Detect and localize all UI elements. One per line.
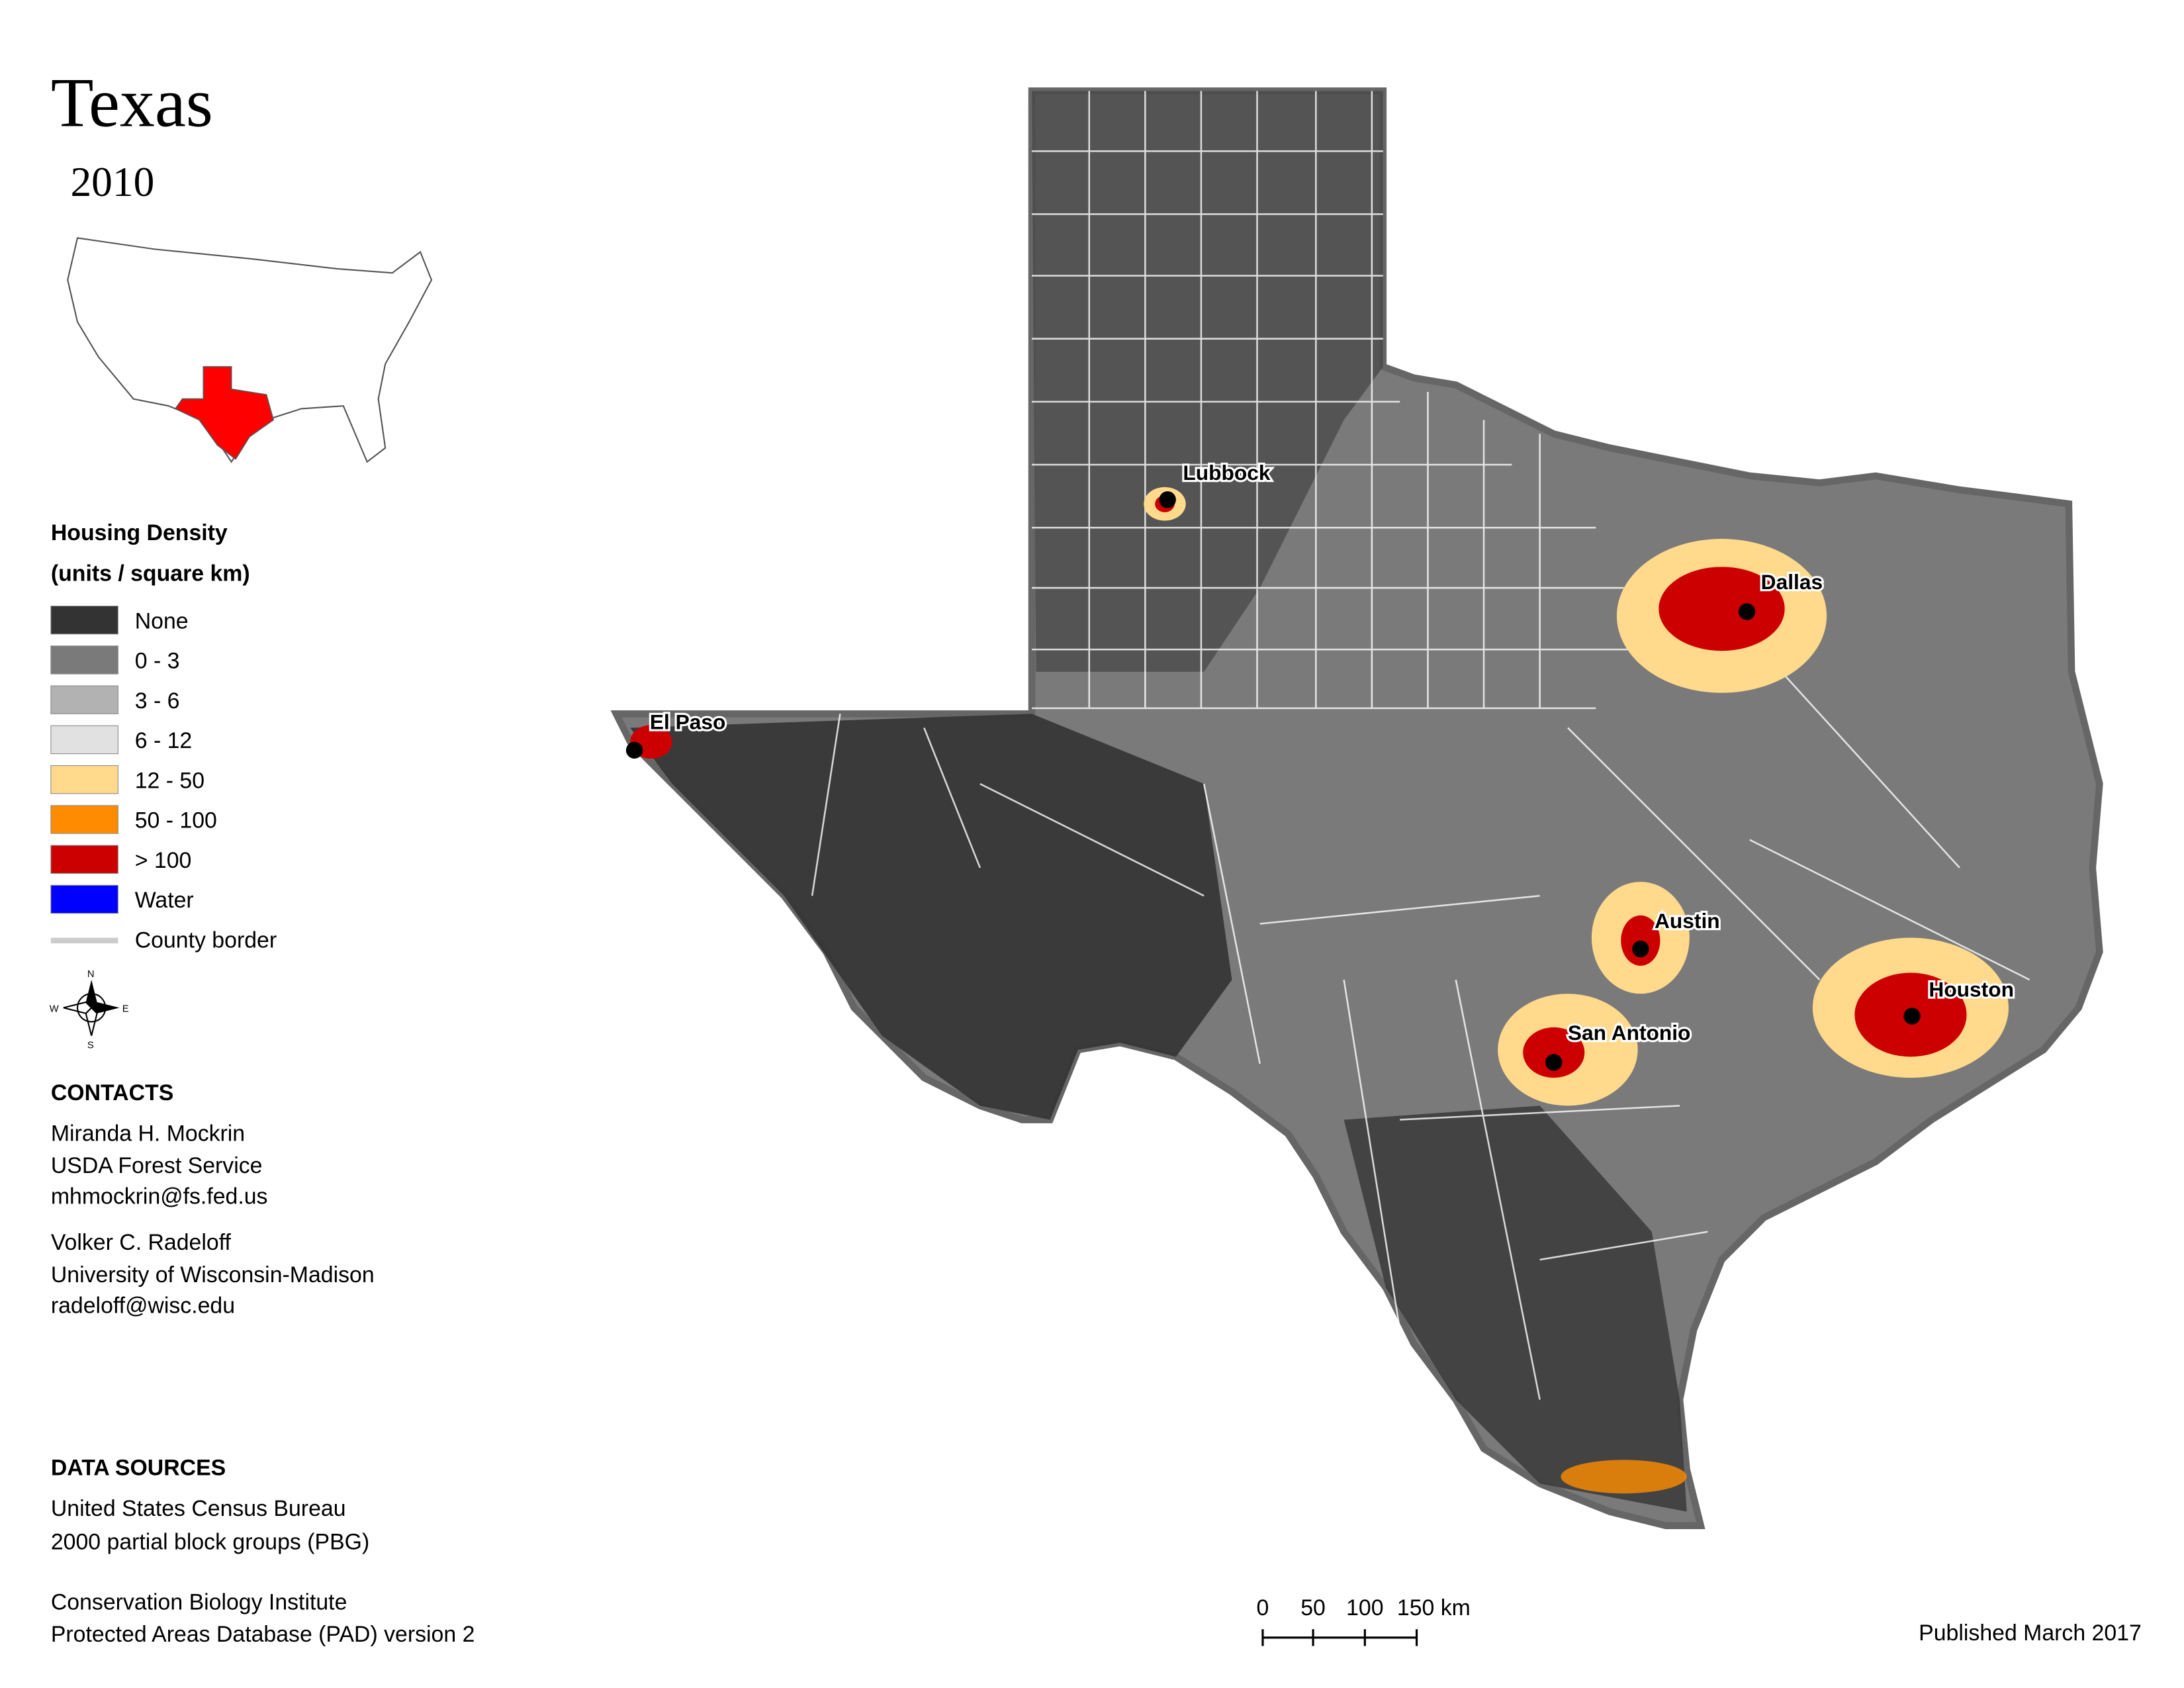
city-label: Houston xyxy=(1929,977,2014,1001)
city-label: Dallas xyxy=(1761,570,1823,594)
contact-line: radeloff@wisc.edu xyxy=(51,1293,235,1318)
legend-label: 0 - 3 xyxy=(135,649,180,674)
source-line: Conservation Biology Institute xyxy=(51,1590,347,1615)
scale-label: 100 xyxy=(1346,1595,1383,1620)
legend-swatch xyxy=(50,685,118,714)
legend-label: County border xyxy=(135,927,277,953)
city-label: Lubbock xyxy=(1183,461,1270,485)
compass: N E S W xyxy=(50,969,129,1051)
contact-line: mhmockrin@fs.fed.us xyxy=(51,1184,268,1209)
compass-label: E xyxy=(122,1004,129,1015)
legend-swatch xyxy=(50,805,118,834)
contact-line: Miranda H. Mockrin xyxy=(51,1121,245,1146)
contact-line: Volker C. Radeloff xyxy=(51,1230,232,1255)
legend-label: 50 - 100 xyxy=(135,808,217,833)
legend-label: > 100 xyxy=(135,848,192,873)
legend-label: 6 - 12 xyxy=(135,728,193,753)
contact-line: University of Wisconsin-Madison xyxy=(51,1262,375,1288)
legend-label: 12 - 50 xyxy=(135,768,205,793)
legend-subtitle: (units / square km) xyxy=(51,561,250,586)
contacts-heading: CONTACTS xyxy=(51,1080,173,1105)
year: 2010 xyxy=(70,158,154,205)
legend-swatch xyxy=(50,845,118,874)
legend-label: None xyxy=(135,608,189,633)
source-line: Protected Areas Database (PAD) version 2 xyxy=(51,1622,475,1647)
inset-map xyxy=(67,237,433,463)
legend-swatch xyxy=(50,725,118,755)
legend-label: Water xyxy=(135,888,194,913)
city-label: El Paso xyxy=(650,710,726,734)
source-line: United States Census Bureau xyxy=(51,1496,346,1521)
scale-label: 50 xyxy=(1300,1595,1326,1620)
source-line: 2000 partial block groups (PBG) xyxy=(51,1530,369,1555)
legend-swatch xyxy=(50,765,118,794)
contact-line: USDA Forest Service xyxy=(51,1153,263,1178)
texas-map: Lubbock Dallas El Paso Austin Houston Sa… xyxy=(610,87,2103,1530)
city-label: Austin xyxy=(1655,909,1720,933)
legend-title: Housing Density xyxy=(51,520,228,545)
compass-label: S xyxy=(87,1041,94,1051)
sources-heading: DATA SOURCES xyxy=(51,1456,226,1481)
compass-label: N xyxy=(87,969,95,980)
scale-bar xyxy=(1261,1629,1418,1646)
legend-swatch xyxy=(50,884,118,914)
legend-swatch xyxy=(50,606,118,635)
scale-label: 150 km xyxy=(1397,1595,1471,1620)
scale-label: 0 xyxy=(1257,1595,1269,1620)
city-label: San Antonio xyxy=(1568,1021,1691,1045)
legend-label: 3 - 6 xyxy=(135,688,180,714)
compass-label: W xyxy=(50,1004,59,1015)
published: Published March 2017 xyxy=(1919,1620,2142,1646)
legend: None 0 - 3 3 - 6 6 - 12 12 - 50 50 - 100 > 100… xyxy=(50,606,217,914)
legend-swatch xyxy=(50,645,118,675)
title: Texas xyxy=(51,64,213,141)
